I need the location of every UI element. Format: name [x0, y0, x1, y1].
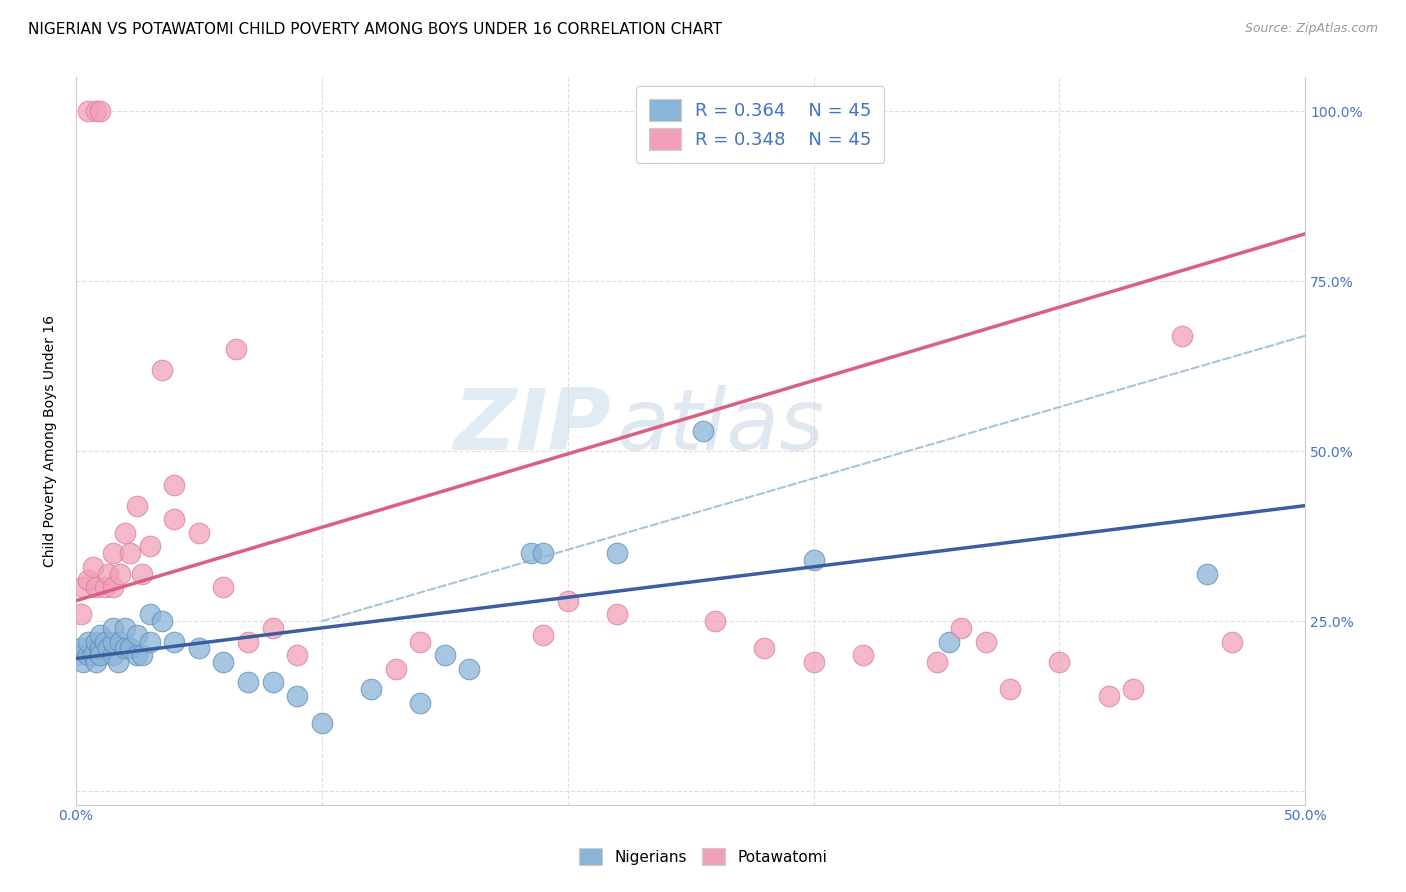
- Point: [163, 634, 186, 648]
- Point: [118, 546, 141, 560]
- Point: [1220, 634, 1243, 648]
- Point: [114, 621, 136, 635]
- Point: [1049, 655, 1071, 669]
- Point: [1000, 682, 1022, 697]
- Point: [97, 566, 120, 581]
- Point: [704, 614, 727, 628]
- Point: [236, 675, 259, 690]
- Point: [285, 648, 308, 662]
- Point: [531, 546, 554, 560]
- Point: [236, 634, 259, 648]
- Point: [84, 580, 107, 594]
- Point: [754, 641, 776, 656]
- Point: [163, 478, 186, 492]
- Point: [127, 499, 149, 513]
- Point: [72, 580, 94, 594]
- Point: [131, 566, 153, 581]
- Point: [89, 104, 111, 119]
- Point: [606, 546, 628, 560]
- Point: [409, 634, 432, 648]
- Point: [101, 648, 124, 662]
- Point: [187, 525, 209, 540]
- Point: [803, 655, 825, 669]
- Point: [187, 641, 209, 656]
- Point: [108, 566, 131, 581]
- Point: [118, 641, 141, 656]
- Legend: R = 0.364    N = 45, R = 0.348    N = 45: R = 0.364 N = 45, R = 0.348 N = 45: [636, 87, 884, 163]
- Point: [262, 675, 284, 690]
- Point: [94, 634, 117, 648]
- Y-axis label: Child Poverty Among Boys Under 16: Child Poverty Among Boys Under 16: [44, 315, 58, 567]
- Point: [1195, 566, 1218, 581]
- Point: [82, 559, 104, 574]
- Point: [101, 546, 124, 560]
- Point: [77, 648, 100, 662]
- Point: [101, 634, 124, 648]
- Point: [458, 662, 481, 676]
- Point: [974, 634, 997, 648]
- Point: [77, 574, 100, 588]
- Point: [89, 648, 111, 662]
- Point: [692, 424, 714, 438]
- Legend: Nigerians, Potawatomi: Nigerians, Potawatomi: [572, 842, 834, 871]
- Point: [69, 607, 91, 622]
- Point: [925, 655, 948, 669]
- Point: [150, 362, 173, 376]
- Text: NIGERIAN VS POTAWATOMI CHILD POVERTY AMONG BOYS UNDER 16 CORRELATION CHART: NIGERIAN VS POTAWATOMI CHILD POVERTY AMO…: [28, 22, 723, 37]
- Point: [114, 525, 136, 540]
- Point: [94, 580, 117, 594]
- Point: [69, 641, 91, 656]
- Point: [127, 648, 149, 662]
- Point: [360, 682, 382, 697]
- Point: [101, 580, 124, 594]
- Point: [84, 634, 107, 648]
- Point: [138, 607, 160, 622]
- Point: [557, 593, 579, 607]
- Point: [77, 104, 100, 119]
- Point: [606, 607, 628, 622]
- Point: [225, 343, 247, 357]
- Point: [138, 540, 160, 554]
- Point: [89, 641, 111, 656]
- Text: ZIP: ZIP: [453, 385, 610, 468]
- Point: [77, 634, 100, 648]
- Point: [97, 641, 120, 656]
- Point: [433, 648, 456, 662]
- Point: [72, 655, 94, 669]
- Point: [803, 553, 825, 567]
- Point: [311, 716, 333, 731]
- Point: [150, 614, 173, 628]
- Point: [950, 621, 973, 635]
- Point: [262, 621, 284, 635]
- Point: [82, 648, 104, 662]
- Point: [852, 648, 875, 662]
- Point: [127, 628, 149, 642]
- Point: [938, 634, 960, 648]
- Text: Source: ZipAtlas.com: Source: ZipAtlas.com: [1244, 22, 1378, 36]
- Text: atlas: atlas: [617, 385, 825, 468]
- Point: [212, 655, 235, 669]
- Point: [65, 648, 87, 662]
- Point: [84, 104, 107, 119]
- Point: [1122, 682, 1144, 697]
- Point: [84, 655, 107, 669]
- Point: [89, 628, 111, 642]
- Point: [384, 662, 406, 676]
- Point: [1171, 328, 1194, 343]
- Point: [212, 580, 235, 594]
- Point: [131, 648, 153, 662]
- Point: [163, 512, 186, 526]
- Point: [285, 689, 308, 703]
- Point: [114, 641, 136, 656]
- Point: [101, 621, 124, 635]
- Point: [520, 546, 543, 560]
- Point: [1098, 689, 1121, 703]
- Point: [107, 655, 129, 669]
- Point: [531, 628, 554, 642]
- Point: [138, 634, 160, 648]
- Point: [409, 696, 432, 710]
- Point: [108, 634, 131, 648]
